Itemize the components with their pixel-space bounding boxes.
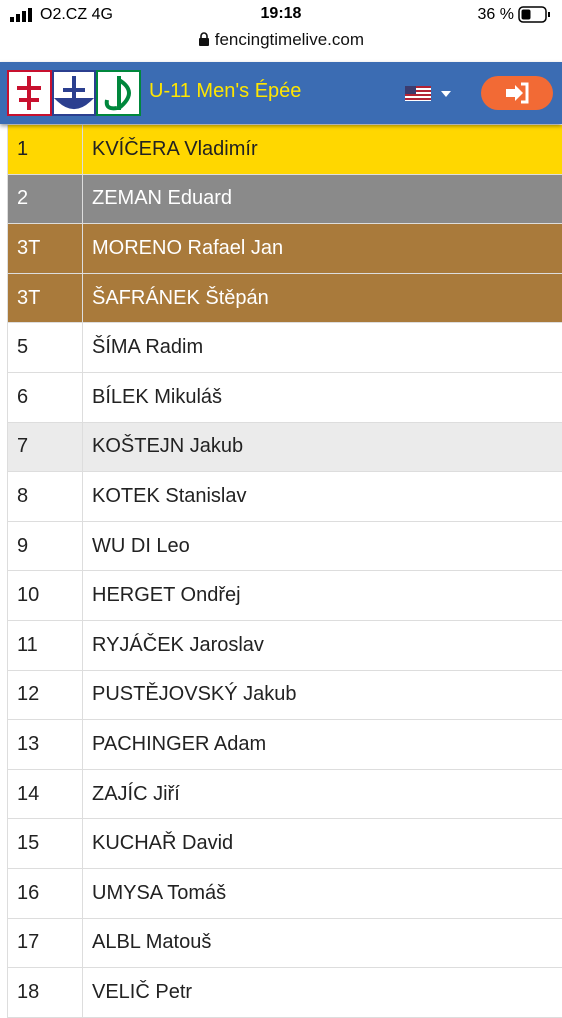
fencer-name: KVÍČERA Vladimír: [83, 125, 562, 174]
fencer-name: RYJÁČEK Jaroslav: [83, 620, 562, 670]
place: 6: [8, 372, 83, 422]
place: 3T: [8, 273, 83, 323]
fencer-name: KUCHAŘ David: [83, 819, 562, 869]
fencer-name: MORENO Rafael Jan: [83, 224, 562, 274]
place: 2: [8, 174, 83, 224]
fencer-name: HERGET Ondřej: [83, 571, 562, 621]
lock-icon: [198, 32, 210, 46]
place: 8: [8, 472, 83, 522]
fencer-name: VELIČ Petr: [83, 968, 562, 1018]
place: 9: [8, 521, 83, 571]
fencer-name: PUSTĚJOVSKÝ Jakub: [83, 670, 562, 720]
login-button[interactable]: [481, 76, 553, 110]
fencer-name: UMYSA Tomáš: [83, 868, 562, 918]
place: 10: [8, 571, 83, 621]
status-bar: O2.CZ 4G 19:18 36 %: [0, 0, 562, 28]
place: 11: [8, 620, 83, 670]
login-icon: [481, 76, 553, 110]
event-title: U-11 Men's Épée: [149, 80, 301, 103]
place: 12: [8, 670, 83, 720]
fencer-name: KOTEK Stanislav: [83, 472, 562, 522]
place: 14: [8, 769, 83, 819]
place: 1: [8, 125, 83, 174]
fencer-name: ZEMAN Eduard: [83, 174, 562, 224]
fencer-name: ŠAFRÁNEK Štěpán: [83, 273, 562, 323]
fencer-name: ZAJÍC Jiří: [83, 769, 562, 819]
fencer-name: ŠÍMA Radim: [83, 323, 562, 373]
place: 3T: [8, 224, 83, 274]
place: 16: [8, 868, 83, 918]
place: 15: [8, 819, 83, 869]
address-bar[interactable]: fencingtimelive.com: [0, 30, 562, 50]
fencer-name: WU DI Leo: [83, 521, 562, 571]
place: 17: [8, 918, 83, 968]
battery-icon: [518, 6, 552, 23]
place: 18: [8, 968, 83, 1018]
place: 13: [8, 720, 83, 770]
fencer-name: ALBL Matouš: [83, 918, 562, 968]
place: 5: [8, 323, 83, 373]
fencer-name: PACHINGER Adam: [83, 720, 562, 770]
place: 7: [8, 422, 83, 472]
fencer-name: BÍLEK Mikuláš: [83, 372, 562, 422]
navbar: U-11 Men's Épée: [0, 62, 562, 124]
fencer-name: KOŠTEJN Jakub: [83, 422, 562, 472]
language-dropdown[interactable]: [405, 82, 457, 104]
url-text: fencingtimelive.com: [215, 30, 364, 49]
battery-percent: 36 %: [478, 6, 514, 24]
logo[interactable]: [7, 70, 141, 116]
